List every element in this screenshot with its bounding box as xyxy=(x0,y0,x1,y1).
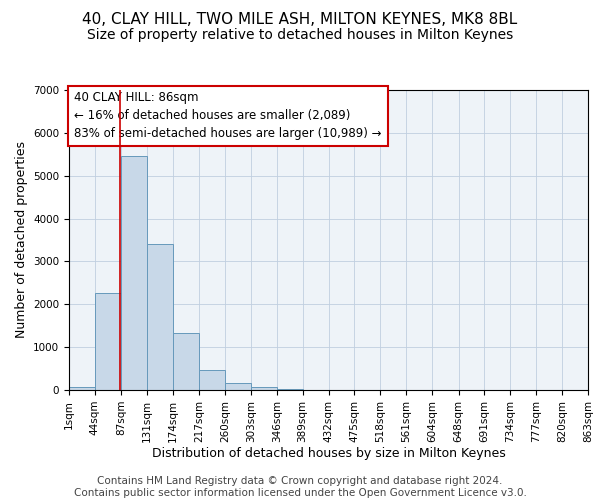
Bar xyxy=(225,383,251,390)
Text: Contains HM Land Registry data © Crown copyright and database right 2024.
Contai: Contains HM Land Registry data © Crown c… xyxy=(74,476,526,498)
Bar xyxy=(199,370,225,390)
Text: 40 CLAY HILL: 86sqm
← 16% of detached houses are smaller (2,089)
83% of semi-det: 40 CLAY HILL: 86sqm ← 16% of detached ho… xyxy=(74,92,382,140)
Bar xyxy=(95,292,121,390)
Bar xyxy=(69,388,95,390)
X-axis label: Distribution of detached houses by size in Milton Keynes: Distribution of detached houses by size … xyxy=(152,448,505,460)
Bar xyxy=(121,156,147,390)
Text: Size of property relative to detached houses in Milton Keynes: Size of property relative to detached ho… xyxy=(87,28,513,42)
Bar xyxy=(147,244,173,390)
Bar xyxy=(173,332,199,390)
Bar xyxy=(251,387,277,390)
Text: 40, CLAY HILL, TWO MILE ASH, MILTON KEYNES, MK8 8BL: 40, CLAY HILL, TWO MILE ASH, MILTON KEYN… xyxy=(82,12,518,28)
Y-axis label: Number of detached properties: Number of detached properties xyxy=(14,142,28,338)
Bar xyxy=(277,388,302,390)
